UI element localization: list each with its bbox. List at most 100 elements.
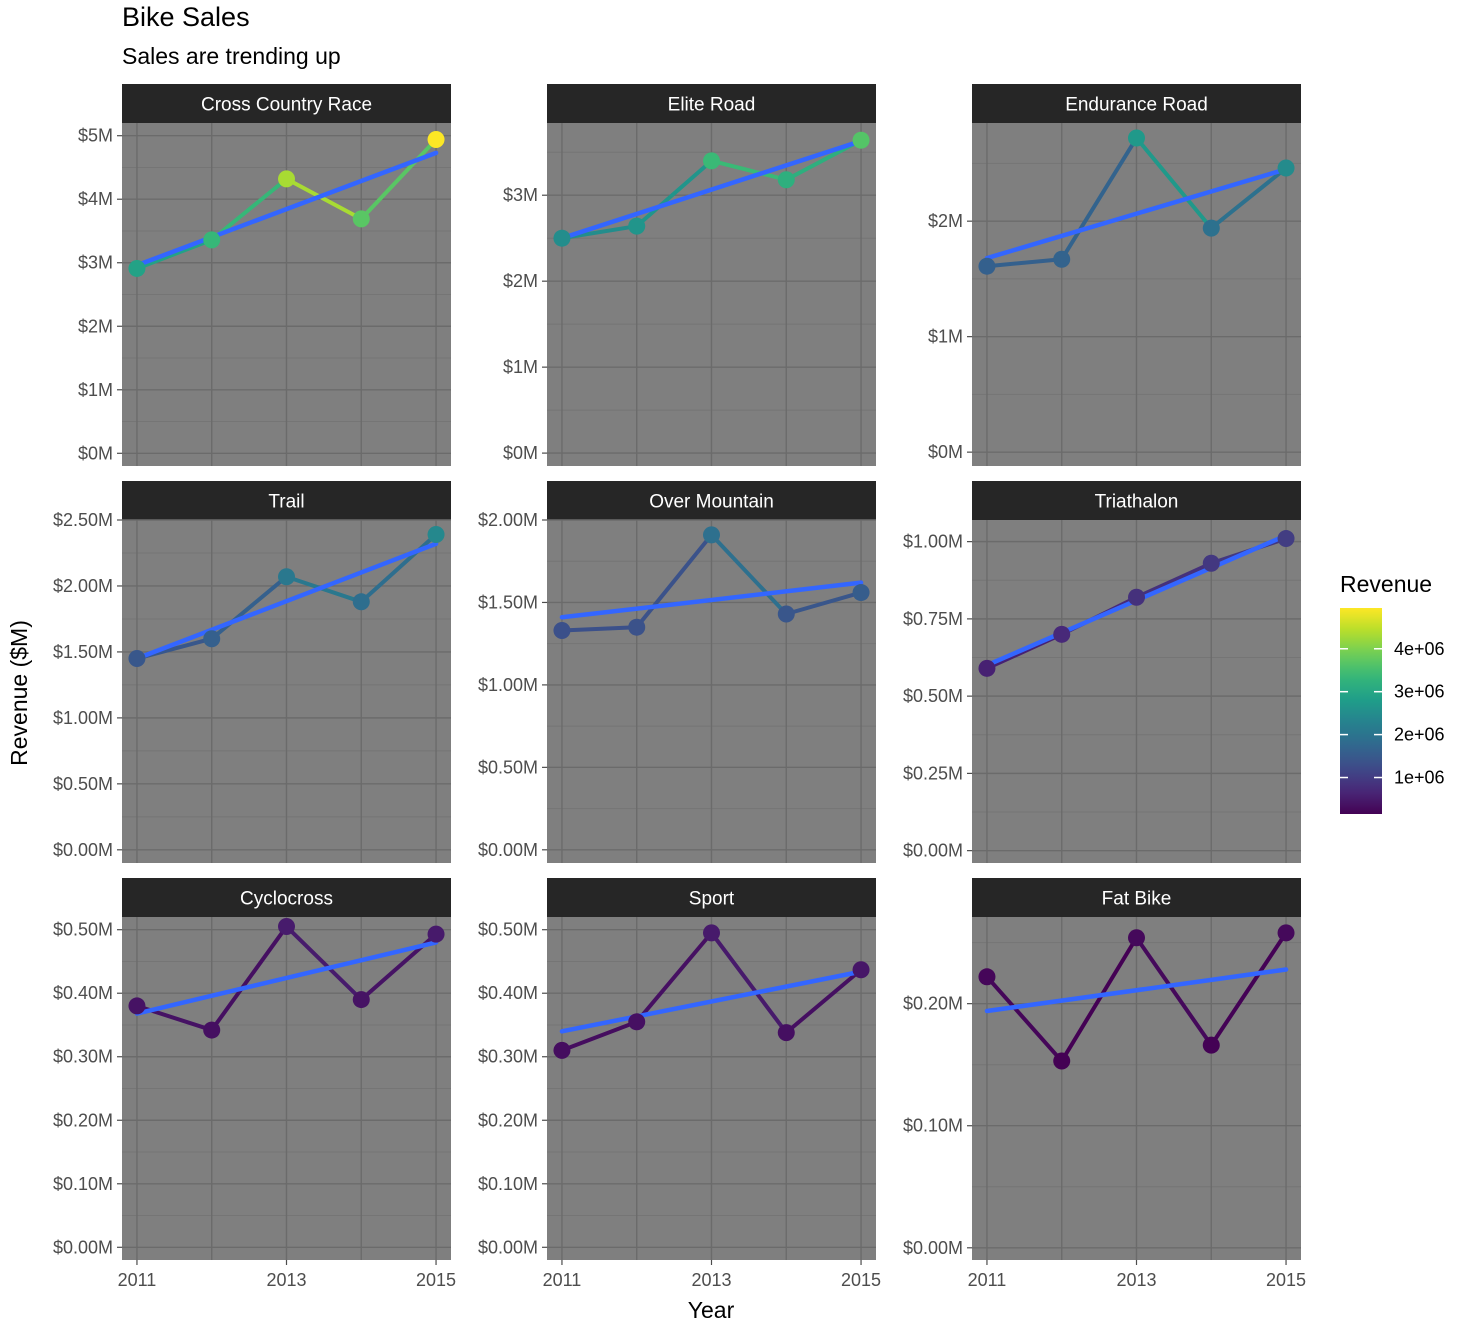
data-point xyxy=(1277,159,1295,177)
facet-strip xyxy=(547,84,876,123)
trend-line xyxy=(134,940,439,1016)
y-tick-label: $0.00M xyxy=(478,840,538,860)
data-point xyxy=(1053,1052,1071,1070)
y-tick-label: $1.50M xyxy=(53,642,113,662)
data-point xyxy=(128,997,146,1015)
legend-label: 4e+06 xyxy=(1394,639,1445,659)
y-tick-label: $2.00M xyxy=(478,510,538,530)
series-line-segment xyxy=(1134,561,1214,600)
y-tick-label: $0.50M xyxy=(478,757,538,777)
trend-line xyxy=(984,166,1289,261)
trend-line xyxy=(134,541,439,661)
data-point xyxy=(128,650,146,668)
facet-sport: Sport $0.00M $0.10M $0.20M $0.30M $0.40M $0.50… xyxy=(478,878,881,1290)
trend-line xyxy=(559,969,864,1034)
data-point xyxy=(1202,554,1220,572)
y-tick-label: $1.00M xyxy=(53,708,113,728)
data-point xyxy=(1053,625,1071,643)
y-tick-label: $1M xyxy=(928,327,963,347)
data-point xyxy=(553,621,571,639)
y-tick-label: $0.00M xyxy=(903,1238,963,1258)
series-line-segment xyxy=(1209,166,1289,231)
data-point xyxy=(628,618,646,636)
facet-strip-label: Cyclocross xyxy=(240,889,333,910)
series-line-segment xyxy=(634,158,714,229)
data-point xyxy=(978,659,996,677)
facet-strip-label: Triathalon xyxy=(1095,492,1179,513)
facet-over-mountain: Over Mountain $0.00M $0.50M $1.00M $1.50M $2.… xyxy=(478,481,876,863)
facet-strip xyxy=(122,481,451,520)
legend-label: 3e+06 xyxy=(1394,682,1445,702)
facet-trail: Trail $0.00M $0.50M $1.00M $1.50M $2.00M $2.50… xyxy=(53,481,451,863)
series-line-segment xyxy=(709,532,789,616)
legend-label: 2e+06 xyxy=(1394,725,1445,745)
y-tick-label: $0.50M xyxy=(903,686,963,706)
y-tick-label: $0M xyxy=(928,442,963,462)
data-point xyxy=(1277,924,1295,942)
y-tick-label: $2.00M xyxy=(53,576,113,596)
y-tick-label: $2M xyxy=(503,271,538,291)
y-tick-label: $0.50M xyxy=(478,920,538,940)
y-tick-label: $1.00M xyxy=(478,675,538,695)
facet-strip-label: Trail xyxy=(268,492,304,513)
y-tick-label: $0.00M xyxy=(53,1237,113,1257)
y-tick-label: $0M xyxy=(78,443,113,463)
data-point xyxy=(278,568,295,586)
data-point xyxy=(777,1024,795,1042)
data-point xyxy=(553,1041,571,1059)
y-tick-label: $0M xyxy=(503,443,538,463)
facet-triathalon: Triathalon $0.00M $0.25M $0.50M $0.75M $1.00M xyxy=(903,481,1301,863)
y-tick-label: $1M xyxy=(78,380,113,400)
series-line-segment xyxy=(209,924,289,1033)
y-tick-label: $3M xyxy=(78,253,113,273)
data-point xyxy=(628,217,646,235)
data-point xyxy=(1202,219,1220,237)
y-tick-label: $0.25M xyxy=(903,763,963,783)
data-point xyxy=(978,968,996,986)
y-tick-label: $0.20M xyxy=(478,1110,538,1130)
facet-elite-road: Elite Road $0M $1M $2M $3M xyxy=(503,84,876,466)
y-tick-label: $0.75M xyxy=(903,609,963,629)
facet-fat-bike: Fat Bike $0.00M $0.10M $0.20M 2011 2013 2015 xyxy=(903,878,1306,1290)
data-point xyxy=(1202,1036,1220,1054)
series-line-segment xyxy=(709,930,789,1035)
facet-strip xyxy=(547,878,876,917)
y-tick-label: $0.20M xyxy=(53,1110,113,1130)
data-point xyxy=(852,961,870,979)
data-point xyxy=(427,526,445,544)
series-line-segment xyxy=(1134,136,1214,231)
series-line-segment xyxy=(284,924,364,1002)
y-tick-label: $0.10M xyxy=(903,1116,963,1136)
facet-strip-label: Sport xyxy=(689,889,735,910)
data-point xyxy=(703,924,720,942)
data-point xyxy=(1128,129,1145,147)
data-point xyxy=(978,257,996,275)
data-point xyxy=(352,991,370,1009)
x-tick-label: 2011 xyxy=(968,1270,1007,1290)
legend-title: Revenue xyxy=(1340,571,1432,597)
data-point xyxy=(1277,530,1295,548)
x-tick-label: 2015 xyxy=(1266,1270,1306,1290)
data-point xyxy=(1128,929,1145,947)
y-tick-label: $0.40M xyxy=(478,983,538,1003)
facet-strip-label: Over Mountain xyxy=(649,492,774,513)
x-tick-label: 2011 xyxy=(543,1270,582,1290)
x-tick-label: 2013 xyxy=(1116,1270,1156,1290)
series-line-segment xyxy=(1059,136,1139,262)
facet-strip xyxy=(547,481,876,520)
data-point xyxy=(203,1021,221,1039)
series-line-segment xyxy=(559,1019,639,1053)
data-point xyxy=(128,259,146,277)
series-line-segment xyxy=(1209,930,1289,1048)
x-tick-label: 2015 xyxy=(841,1270,881,1290)
x-tick-label: 2013 xyxy=(266,1270,306,1290)
data-point xyxy=(1128,588,1145,606)
y-tick-label: $0.30M xyxy=(478,1047,538,1067)
trend-line xyxy=(134,150,439,268)
y-tick-label: $4M xyxy=(78,189,113,209)
y-tick-label: $5M xyxy=(78,126,113,146)
data-point xyxy=(777,171,795,189)
y-tick-label: $1.00M xyxy=(903,532,963,552)
series-line-segment xyxy=(284,176,364,221)
